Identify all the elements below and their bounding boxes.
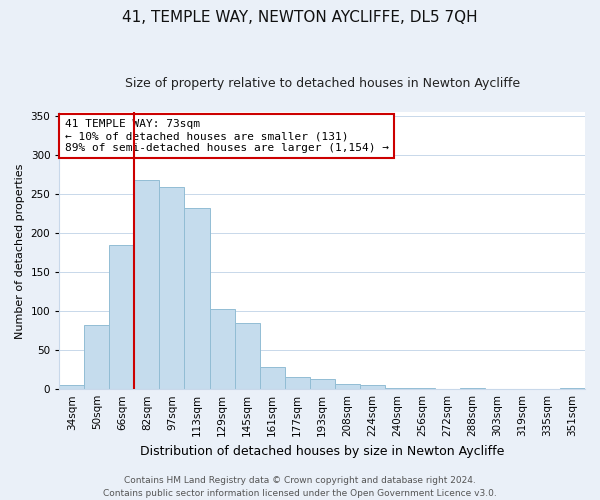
Bar xyxy=(160,186,184,389)
Bar xyxy=(560,388,585,389)
Bar xyxy=(335,384,360,389)
Bar xyxy=(59,384,85,389)
X-axis label: Distribution of detached houses by size in Newton Aycliffe: Distribution of detached houses by size … xyxy=(140,444,505,458)
Bar xyxy=(360,386,385,389)
Y-axis label: Number of detached properties: Number of detached properties xyxy=(15,163,25,338)
Text: 41, TEMPLE WAY, NEWTON AYCLIFFE, DL5 7QH: 41, TEMPLE WAY, NEWTON AYCLIFFE, DL5 7QH xyxy=(122,10,478,25)
Bar xyxy=(385,388,410,389)
Bar xyxy=(260,368,284,389)
Bar xyxy=(209,309,235,389)
Bar xyxy=(284,376,310,389)
Bar xyxy=(235,323,260,389)
Bar xyxy=(410,388,435,389)
Bar xyxy=(460,388,485,389)
Bar xyxy=(109,245,134,389)
Title: Size of property relative to detached houses in Newton Aycliffe: Size of property relative to detached ho… xyxy=(125,78,520,90)
Text: 41 TEMPLE WAY: 73sqm
← 10% of detached houses are smaller (131)
89% of semi-deta: 41 TEMPLE WAY: 73sqm ← 10% of detached h… xyxy=(65,120,389,152)
Bar xyxy=(184,208,209,389)
Bar xyxy=(310,379,335,389)
Bar xyxy=(134,180,160,389)
Bar xyxy=(85,326,109,389)
Text: Contains HM Land Registry data © Crown copyright and database right 2024.
Contai: Contains HM Land Registry data © Crown c… xyxy=(103,476,497,498)
